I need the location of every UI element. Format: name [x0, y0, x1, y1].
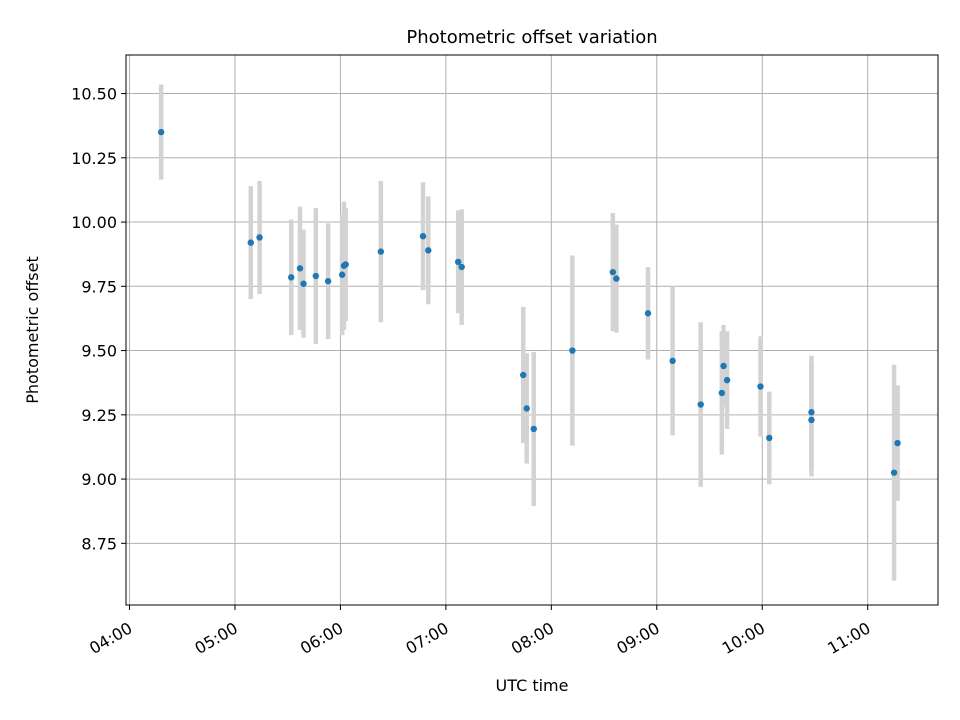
data-points [157, 128, 901, 476]
data-point [757, 383, 764, 390]
y-tick-label: 10.25 [71, 149, 117, 168]
data-point [523, 405, 530, 412]
data-point [454, 258, 462, 266]
y-tick-label: 8.75 [81, 534, 117, 553]
data-point [808, 409, 815, 416]
data-point [766, 434, 773, 442]
data-point [530, 425, 537, 433]
y-axis-ticks: 8.75 9.00 9.25 9.50 9.75 10.00 10.25 10.50 [71, 85, 126, 553]
data-point [720, 362, 727, 370]
data-point [894, 439, 901, 447]
data-point [644, 310, 652, 317]
data-point [697, 401, 704, 408]
data-point [569, 347, 576, 354]
data-point [419, 232, 427, 240]
data-point [256, 234, 263, 241]
y-tick-label: 9.75 [81, 277, 117, 296]
data-point [718, 389, 726, 397]
data-point [377, 248, 385, 255]
data-point [300, 280, 307, 287]
chart-title: Photometric offset variation [406, 27, 657, 48]
data-point [338, 271, 346, 278]
y-tick-label: 10.50 [71, 85, 117, 104]
data-point [312, 272, 320, 280]
y-tick-label: 10.00 [71, 213, 117, 232]
data-point [890, 469, 898, 476]
x-axis-label: UTC time [496, 676, 569, 695]
y-axis-label: Photometric offset [23, 256, 42, 404]
data-point [613, 275, 620, 282]
y-tick-label: 9.00 [81, 470, 117, 489]
data-point [296, 265, 304, 272]
data-point [247, 239, 254, 246]
data-point [723, 376, 731, 384]
data-point [808, 416, 815, 424]
grid [126, 55, 938, 605]
data-point [609, 268, 617, 276]
plot-frame [125, 54, 939, 606]
data-point [157, 128, 165, 136]
data-point [288, 274, 295, 281]
data-point [425, 247, 432, 254]
data-point [324, 277, 332, 285]
data-point [458, 263, 465, 271]
data-point [520, 371, 527, 379]
y-tick-label: 9.50 [81, 342, 117, 361]
data-point [669, 357, 676, 365]
data-point [342, 261, 349, 268]
y-tick-label: 9.25 [81, 406, 117, 425]
